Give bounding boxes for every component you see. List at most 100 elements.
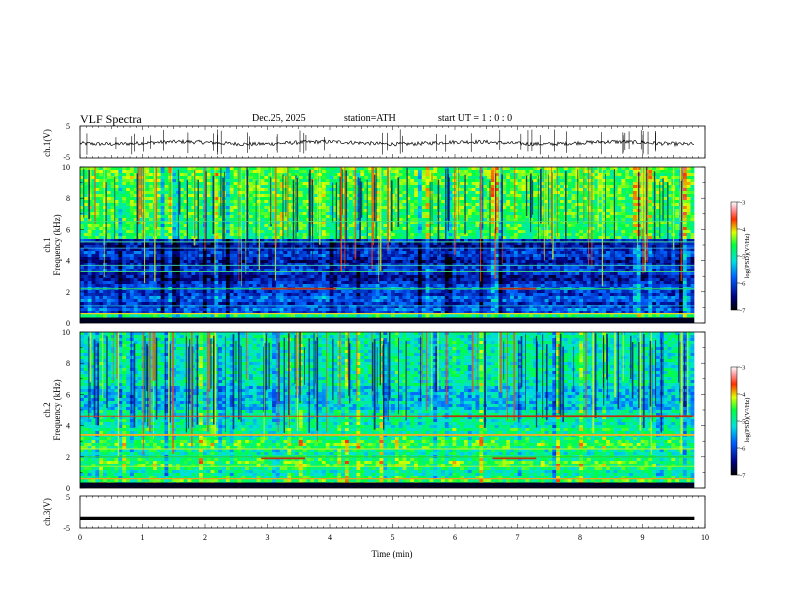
psd-cell xyxy=(525,179,530,183)
psd-cell xyxy=(487,179,492,183)
psd-cell xyxy=(268,179,273,183)
psd-cell xyxy=(191,215,196,219)
psd-cell xyxy=(99,179,104,183)
psd-cell xyxy=(448,236,453,240)
psd-cell xyxy=(283,173,288,177)
psd-cell xyxy=(168,251,173,255)
psd-cell xyxy=(440,227,446,231)
psd-cell xyxy=(571,203,576,207)
psd-cell xyxy=(241,197,246,201)
psd-cell xyxy=(602,167,607,171)
psd-cell xyxy=(172,239,177,243)
psd-cell xyxy=(122,209,127,213)
psd-cell xyxy=(540,221,546,225)
psd-cell xyxy=(406,251,411,255)
psd-cell xyxy=(406,212,411,216)
psd-cell xyxy=(448,167,453,171)
psd-cell xyxy=(233,203,238,207)
psd-cell xyxy=(341,251,346,255)
psd-cell xyxy=(83,245,89,249)
psd-cell xyxy=(279,176,284,180)
psd-cell xyxy=(675,218,680,222)
psd-cell xyxy=(682,233,688,237)
psd-cell xyxy=(218,167,223,171)
psd-cell xyxy=(314,170,319,174)
psd-cell xyxy=(321,227,327,231)
psd-cell xyxy=(80,170,85,174)
psd-cell xyxy=(137,233,142,237)
psd-cell xyxy=(579,236,584,240)
psd-cell xyxy=(260,170,265,174)
psd-cell xyxy=(421,215,426,219)
psd-cell xyxy=(379,212,384,216)
psd-cell xyxy=(398,176,403,180)
psd-cell xyxy=(271,233,277,237)
psd-cell xyxy=(475,173,480,177)
psd-cell xyxy=(487,176,492,180)
psd-cell xyxy=(122,167,127,171)
psd-cell xyxy=(621,185,626,189)
psd-cell xyxy=(479,173,484,177)
psd-cell xyxy=(149,224,154,228)
psd-cell xyxy=(448,191,453,195)
psd-cell xyxy=(606,233,611,237)
psd-cell xyxy=(379,245,384,249)
psd-cell xyxy=(498,245,503,249)
psd-cell xyxy=(110,194,115,198)
psd-cell xyxy=(632,191,638,195)
psd-cell xyxy=(590,170,595,174)
psd-cell xyxy=(556,239,561,243)
psd-cell xyxy=(602,224,607,228)
psd-cell xyxy=(521,194,526,198)
psd-cell xyxy=(648,209,653,213)
psd-cell xyxy=(536,230,542,234)
psd-cell xyxy=(425,191,430,195)
psd-cell xyxy=(487,194,492,198)
psd-cell xyxy=(126,170,131,174)
psd-cell xyxy=(444,176,450,180)
psd-cell xyxy=(498,206,503,210)
psd-cell xyxy=(260,188,265,192)
psd-cell xyxy=(279,212,284,216)
psd-cell xyxy=(375,218,380,222)
psd-cell xyxy=(187,191,192,195)
psd-cell xyxy=(675,167,680,171)
psd-cell xyxy=(237,212,242,216)
psd-cell xyxy=(218,209,223,213)
psd-cell xyxy=(536,221,542,225)
psd-cell xyxy=(506,185,511,189)
psd-cell xyxy=(391,167,396,171)
psd-cell xyxy=(325,221,330,225)
psd-cell xyxy=(414,176,419,180)
psd-cell xyxy=(502,236,507,240)
psd-cell xyxy=(222,224,227,228)
psd-cell xyxy=(529,251,534,255)
psd-cell xyxy=(613,224,618,228)
psd-cell xyxy=(321,194,327,198)
psd-cell xyxy=(655,200,661,204)
psd-cell xyxy=(498,239,503,243)
psd-cell xyxy=(122,203,127,207)
psd-cell xyxy=(467,230,473,234)
psd-cell xyxy=(467,203,473,207)
psd-cell xyxy=(195,194,200,198)
psd-cell xyxy=(218,230,223,234)
psd-cell xyxy=(429,182,434,186)
psd-cell xyxy=(248,203,254,207)
psd-cell xyxy=(106,167,112,171)
psd-cell xyxy=(271,191,277,195)
psd-cell xyxy=(164,182,169,186)
psd-cell xyxy=(375,203,380,207)
psd-cell xyxy=(540,227,546,231)
psd-cell xyxy=(590,233,595,237)
psd-cell xyxy=(448,203,453,207)
psd-cell xyxy=(659,248,665,252)
psd-cell xyxy=(590,218,595,222)
psd-cell xyxy=(199,242,204,246)
psd-cell xyxy=(394,251,400,255)
psd-cell xyxy=(160,209,165,213)
psd-cell xyxy=(106,197,112,201)
psd-cell xyxy=(283,170,288,174)
psd-cell xyxy=(375,173,380,177)
psd-cell xyxy=(494,203,499,207)
